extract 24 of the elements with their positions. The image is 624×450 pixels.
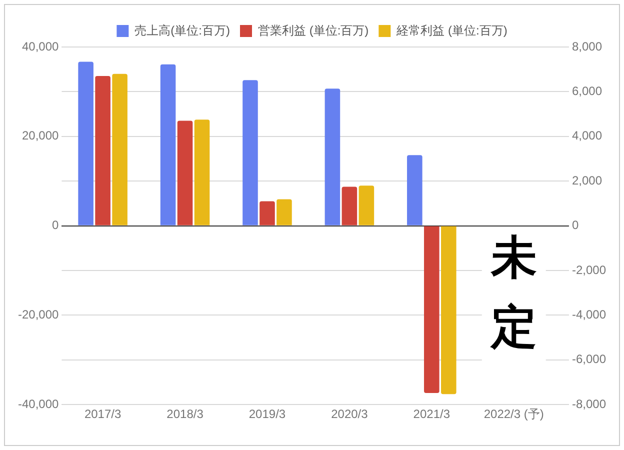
x-tick-label: 2021/3	[413, 407, 450, 422]
x-tick-label: 2019/3	[248, 407, 286, 422]
x-tick-label: 2022/3 (予)	[484, 407, 544, 422]
y2-tick-label: 6,000	[572, 84, 602, 98]
legend-label: 営業利益 (単位:百万)	[258, 23, 369, 38]
y-tick-label: 0	[52, 218, 60, 232]
annotation: 未定	[490, 231, 537, 353]
y2-tick-label: 2,000	[572, 173, 602, 188]
y2-tick-label: 0	[572, 218, 579, 232]
x-tick-label: 2017/3	[84, 407, 122, 422]
x-tick-label: 2020/3	[331, 407, 368, 422]
y2-tick-label: -4,000	[572, 308, 606, 322]
y2-tick-label: -8,000	[572, 396, 606, 411]
y-tick-label: 40,000	[22, 39, 60, 54]
y-tick-label: 20,000	[22, 128, 60, 143]
y2-tick-label: -6,000	[572, 352, 606, 366]
legend-label: 売上高(単位:百万)	[134, 23, 230, 38]
y2-tick-label: 4,000	[572, 128, 602, 143]
legend-label: 経常利益 (単位:百万)	[396, 23, 508, 38]
y2-tick-label: 8,000	[572, 39, 602, 54]
y2-tick-label: -2,000	[572, 262, 606, 277]
y-tick-label: -20,000	[18, 308, 60, 322]
x-tick-label: 2018/3	[166, 407, 204, 422]
y-tick-label: -40,000	[18, 396, 60, 411]
